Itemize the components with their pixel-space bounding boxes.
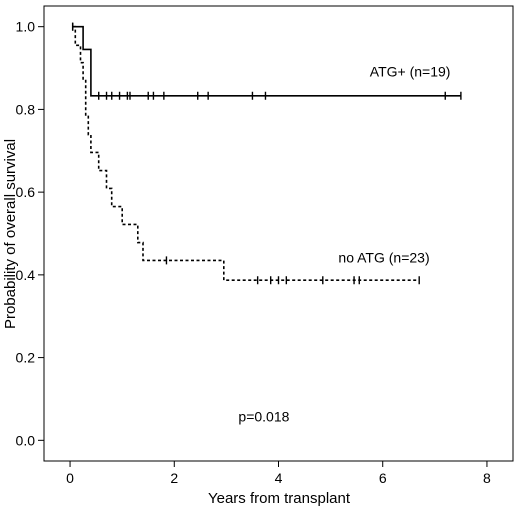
annotation-label: p=0.018	[238, 409, 289, 425]
x-tick-label: 0	[66, 470, 74, 486]
y-tick-label: 0.6	[16, 184, 36, 200]
y-axis: 0.0 0.2 0.4 0.6 0.8 1.0	[16, 19, 44, 448]
series-line	[72, 25, 461, 97]
x-tick-label: 6	[379, 470, 387, 486]
x-axis: 0 2 4 6 8	[66, 461, 491, 486]
annotation-label: ATG+ (n=19)	[370, 63, 451, 79]
series-line	[72, 25, 420, 281]
x-tick-label: 8	[483, 470, 491, 486]
series-0	[71, 22, 462, 100]
y-axis-title: Probability of overall survival	[2, 139, 19, 329]
annotation-label: no ATG (n=23)	[338, 249, 429, 265]
x-tick-label: 4	[275, 470, 283, 486]
series-1	[71, 22, 420, 285]
x-axis-title: Years from transplant	[208, 490, 351, 507]
y-tick-label: 0.2	[16, 350, 36, 366]
series-layer	[71, 22, 462, 285]
x-tick-label: 2	[170, 470, 178, 486]
y-tick-label: 1.0	[16, 19, 36, 35]
annotation-layer: ATG+ (n=19) no ATG (n=23) p=0.018	[238, 63, 450, 424]
y-tick-label: 0.0	[16, 432, 36, 448]
y-tick-label: 0.4	[16, 267, 36, 283]
y-tick-label: 0.8	[16, 101, 36, 117]
